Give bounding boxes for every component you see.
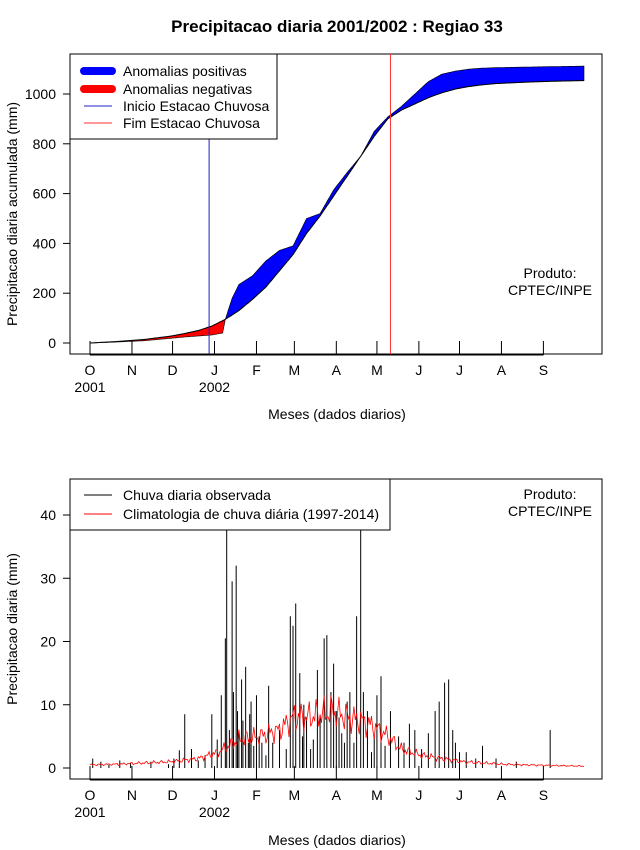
- y-tick-label: 20: [40, 634, 56, 650]
- x-tick-label: D: [167, 787, 177, 803]
- x-tick-label: N: [127, 787, 137, 803]
- chart2-legend: Chuva diaria observada Climatologia de c…: [69, 478, 391, 531]
- chart2-y-axis-label: Precipitacao diaria (mm): [4, 553, 20, 705]
- x-tick-label: F: [252, 362, 261, 378]
- chart1-produto-label: Produto:: [524, 265, 577, 281]
- chart2-legend-box: [69, 478, 391, 531]
- chart1-legend: Anomalias positivas Anomalias negativas …: [69, 53, 278, 140]
- chart2-climatology: [89, 695, 585, 767]
- x-tick-label: J: [456, 362, 463, 378]
- x-tick-label: J: [415, 362, 422, 378]
- legend-label-chuva-observada: Chuva diaria observada: [123, 487, 271, 503]
- legend-label-inicio-estacao: Inicio Estacao Chuvosa: [123, 98, 270, 114]
- chart1-x-axis-label: Meses (dados diarios): [268, 406, 406, 422]
- climatology-cumulative-line: [89, 80, 584, 344]
- x-tick-label: S: [539, 787, 548, 803]
- y-tick-label: 400: [33, 235, 57, 251]
- chart1-axes: 0 200 400 600 800 1000 O N D J F M A M J J A S 2001 2002: [25, 86, 548, 395]
- x-tick-label: J: [415, 787, 422, 803]
- negative-anomaly-area: [91, 318, 226, 344]
- legend-label-anomalias-negativas: Anomalias negativas: [123, 81, 252, 97]
- year-label: 2002: [199, 379, 230, 395]
- chart2-x-axis-label: Meses (dados diarios): [268, 832, 406, 848]
- chart1-y-axis-label: Precipitacao diaria acumulada (mm): [4, 102, 20, 326]
- year-label: 2001: [74, 804, 105, 820]
- chart2-axes: 0 10 20 30 40 O N D J F M A M J J A S 2001 2002: [40, 507, 548, 820]
- y-tick-label: 600: [33, 186, 57, 202]
- chart2-produto-label: Produto:: [524, 486, 577, 502]
- legend-label-anomalias-positivas: Anomalias positivas: [123, 63, 247, 79]
- x-tick-label: F: [252, 787, 261, 803]
- legend-label-fim-estacao: Fim Estacao Chuvosa: [123, 115, 260, 131]
- chart2-produto-source: CPTEC/INPE: [508, 503, 592, 519]
- chart1-produto-source: CPTEC/INPE: [508, 282, 592, 298]
- x-tick-label: A: [332, 787, 342, 803]
- year-label: 2002: [199, 804, 230, 820]
- x-tick-label: J: [456, 787, 463, 803]
- y-tick-label: 0: [48, 335, 56, 351]
- x-tick-label: M: [289, 362, 301, 378]
- y-tick-label: 0: [48, 760, 56, 776]
- x-tick-label: O: [85, 362, 96, 378]
- x-tick-label: M: [371, 787, 383, 803]
- x-tick-label: J: [211, 787, 218, 803]
- y-tick-label: 40: [40, 507, 56, 523]
- chart1-title: Precipitacao diaria 2001/2002 : Regiao 3…: [171, 17, 503, 36]
- y-tick-label: 10: [40, 697, 56, 713]
- y-tick-label: 200: [33, 285, 57, 301]
- x-tick-label: A: [332, 362, 342, 378]
- chart2-observed-bars: [92, 527, 551, 768]
- climatology-daily-line: [89, 695, 585, 767]
- y-tick-label: 30: [40, 570, 56, 586]
- x-tick-label: N: [127, 362, 137, 378]
- x-tick-label: S: [539, 362, 548, 378]
- y-tick-label: 1000: [25, 86, 56, 102]
- x-tick-label: O: [85, 787, 96, 803]
- x-tick-label: J: [211, 362, 218, 378]
- x-tick-label: A: [497, 787, 507, 803]
- x-tick-label: A: [497, 362, 507, 378]
- x-tick-label: D: [167, 362, 177, 378]
- x-tick-label: M: [371, 362, 383, 378]
- legend-label-climatologia: Climatologia de chuva diária (1997-2014): [123, 506, 379, 522]
- x-tick-label: M: [289, 787, 301, 803]
- y-tick-label: 800: [33, 136, 57, 152]
- year-label: 2001: [74, 379, 105, 395]
